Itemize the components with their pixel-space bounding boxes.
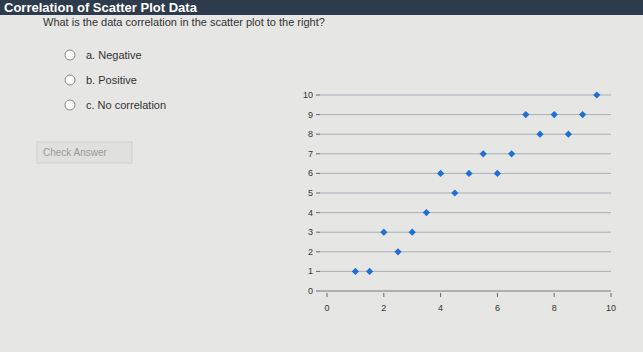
grid-line — [320, 153, 611, 154]
x-tick — [554, 293, 555, 297]
y-tick — [316, 173, 320, 174]
y-tick-label: 8 — [308, 129, 313, 139]
point — [409, 229, 416, 236]
point — [394, 248, 401, 255]
point — [380, 229, 387, 236]
y-tick-label: 5 — [308, 188, 313, 198]
y-tick — [316, 251, 320, 252]
page: Correlation of Scatter Plot DataWhat is … — [0, 0, 643, 352]
y-tick — [316, 193, 320, 194]
radio[interactable] — [65, 50, 75, 60]
grid-line — [320, 291, 611, 292]
option[interactable]: c. No correlation — [86, 99, 166, 111]
y-tick-label: 10 — [303, 90, 313, 100]
y-tick-label: 2 — [308, 247, 313, 257]
title: Correlation of Scatter Plot Data — [4, 0, 198, 15]
x-tick-label: 10 — [606, 303, 616, 313]
y-tick-label: 6 — [308, 168, 313, 178]
point — [551, 111, 558, 118]
point — [352, 268, 359, 275]
x-tick-label: 2 — [381, 303, 386, 313]
point — [423, 209, 430, 216]
x-tick — [440, 293, 441, 297]
grid-line — [320, 114, 611, 115]
point — [451, 189, 458, 196]
check-button[interactable] — [37, 142, 132, 163]
x-tick — [327, 293, 328, 297]
grid-line — [320, 212, 611, 213]
option[interactable]: a. Negative — [86, 49, 142, 61]
y-tick — [316, 134, 320, 135]
point — [508, 150, 515, 157]
x-tick — [497, 293, 498, 297]
y-tick-label: 9 — [308, 110, 313, 120]
point — [593, 91, 600, 98]
radio[interactable] — [65, 100, 75, 110]
point — [366, 268, 373, 275]
radio[interactable] — [65, 75, 75, 85]
y-tick — [316, 232, 320, 233]
point — [579, 111, 586, 118]
point — [536, 131, 543, 138]
grid-line — [320, 271, 611, 272]
y-tick — [316, 153, 320, 154]
point — [494, 170, 501, 177]
x-tick-label: 8 — [552, 303, 557, 313]
x-tick-label: 0 — [324, 303, 329, 313]
title-bar — [0, 0, 643, 15]
grid-line — [320, 232, 611, 233]
y-tick — [316, 271, 320, 272]
y-tick-label: 7 — [308, 149, 313, 159]
x-tick-label: 6 — [495, 303, 500, 313]
y-tick-label: 0 — [308, 286, 313, 296]
point — [522, 111, 529, 118]
points — [352, 91, 601, 275]
y-tick — [316, 114, 320, 115]
y-tick-label: 3 — [308, 227, 313, 237]
y-tick — [316, 212, 320, 213]
y-tick-label: 4 — [308, 208, 313, 218]
question: What is the data correlation in the scat… — [43, 16, 325, 28]
option[interactable]: b. Positive — [86, 74, 137, 86]
point — [565, 131, 572, 138]
y-tick — [316, 95, 320, 96]
y-tick-label: 1 — [308, 266, 313, 276]
check-button-label[interactable]: Check Answer — [43, 147, 108, 158]
point — [465, 170, 472, 177]
x-tick — [611, 293, 612, 297]
grid-line — [320, 251, 611, 252]
grid-line — [320, 193, 611, 194]
y-tick — [316, 291, 320, 292]
point — [480, 150, 487, 157]
grid-line — [320, 95, 611, 96]
x-tick-label: 4 — [438, 303, 443, 313]
x-tick — [383, 293, 384, 297]
point — [437, 170, 444, 177]
